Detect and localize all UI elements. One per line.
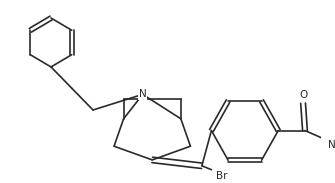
- Text: Br: Br: [216, 171, 228, 181]
- Text: N: N: [328, 140, 335, 150]
- Text: N: N: [139, 89, 146, 99]
- Text: O: O: [299, 90, 307, 100]
